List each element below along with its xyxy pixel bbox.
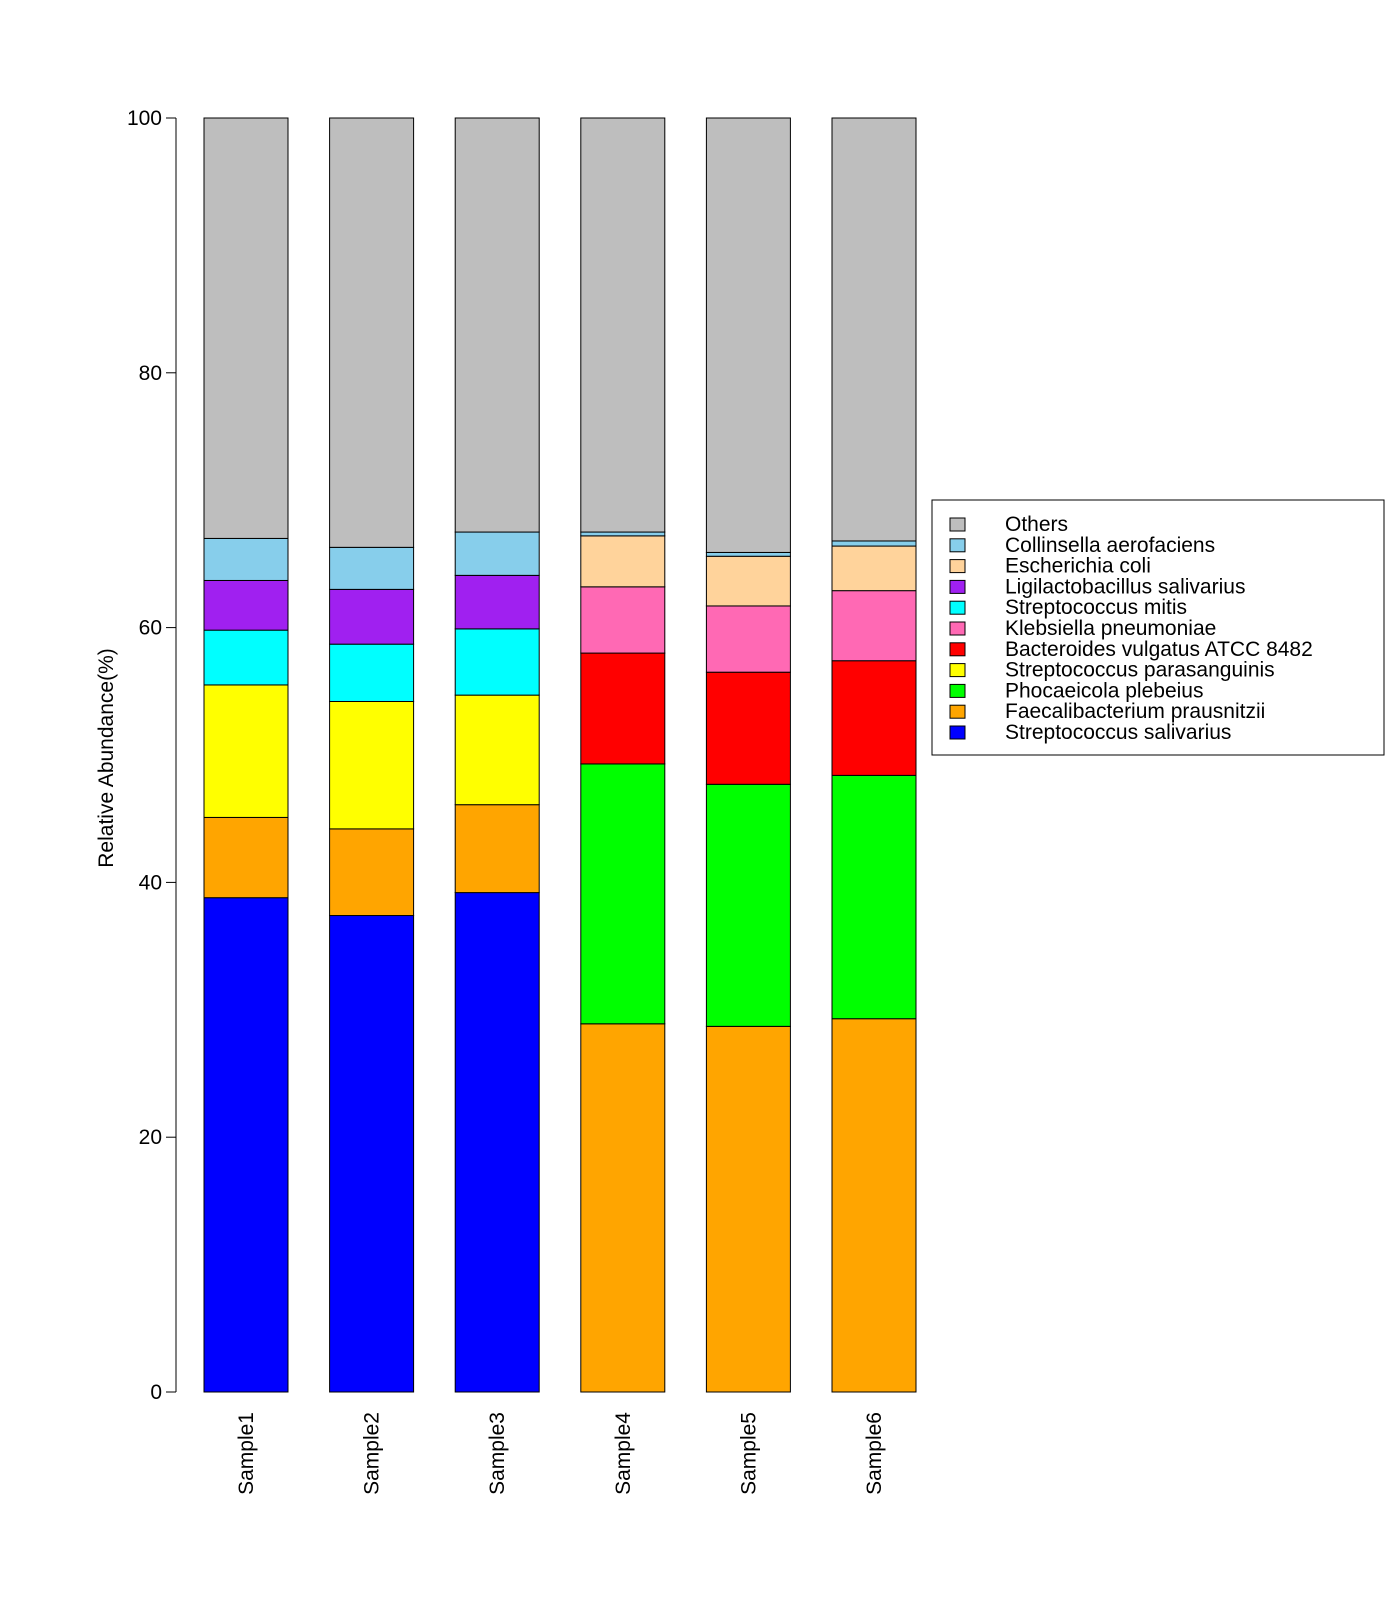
bar-segment-faecalibacterium-prausnitzii <box>454 804 540 894</box>
legend-label-streptococcus-mitis: Streptococcus mitis <box>1005 596 1187 619</box>
bar-stack-sample4 <box>580 117 666 1393</box>
bar-segment-faecalibacterium-prausnitzii <box>705 1025 791 1393</box>
y-tick-label: 20 <box>139 1126 162 1149</box>
y-tick-label: 80 <box>139 362 162 385</box>
legend-label-faecalibacterium-prausnitzii: Faecalibacterium prausnitzii <box>1005 700 1265 723</box>
bar-segment-escherichia-coli <box>705 555 791 607</box>
legend-label-ligilactobacillus-salivarius: Ligilactobacillus salivarius <box>1005 575 1245 598</box>
legend-swatch-others <box>949 517 966 532</box>
legend-label-phocaeicola-plebeius: Phocaeicola plebeius <box>1005 679 1203 702</box>
legend-label-klebsiella-pneumoniae: Klebsiella pneumoniae <box>1005 617 1216 640</box>
y-tick-label: 100 <box>127 107 162 130</box>
bar-segment-others <box>454 117 540 533</box>
category-label-sample1: Sample1 <box>235 1412 258 1495</box>
bar-segment-collinsella-aerofaciens <box>831 540 917 547</box>
bar-segment-streptococcus-mitis <box>454 628 540 696</box>
bar-segment-streptococcus-salivarius <box>454 892 540 1393</box>
bar-segment-collinsella-aerofaciens <box>203 537 289 581</box>
bar-segment-faecalibacterium-prausnitzii <box>580 1023 666 1393</box>
bar-segment-collinsella-aerofaciens <box>454 531 540 576</box>
y-axis-title: Relative Abundance(%) <box>95 648 118 867</box>
bar-segment-streptococcus-mitis <box>329 643 415 702</box>
bars <box>203 117 917 1393</box>
legend-box <box>931 499 1385 756</box>
legend-swatch-phocaeicola-plebeius <box>949 683 966 698</box>
bar-segment-ligilactobacillus-salivarius <box>203 579 289 631</box>
bar-segment-others <box>329 117 415 548</box>
bar-segment-phocaeicola-plebeius <box>705 783 791 1027</box>
legend-label-others: Others <box>1005 513 1068 536</box>
bar-segment-ligilactobacillus-salivarius <box>329 588 415 645</box>
bar-segment-klebsiella-pneumoniae <box>705 605 791 673</box>
bar-segment-ligilactobacillus-salivarius <box>454 574 540 630</box>
bar-segment-others <box>580 117 666 533</box>
bar-segment-collinsella-aerofaciens <box>329 546 415 590</box>
legend-label-collinsella-aerofaciens: Collinsella aerofaciens <box>1005 534 1215 557</box>
bar-segment-faecalibacterium-prausnitzii <box>329 828 415 917</box>
category-label-sample6: Sample6 <box>863 1412 886 1495</box>
bar-stack-sample5 <box>705 117 791 1393</box>
bar-stack-sample6 <box>831 117 917 1393</box>
y-tick-label: 40 <box>139 871 162 894</box>
legend-swatch-streptococcus-parasanguinis <box>949 663 966 678</box>
y-tick-label: 60 <box>139 617 162 640</box>
bar-segment-streptococcus-parasanguinis <box>203 684 289 818</box>
bar-stack-sample3 <box>454 117 540 1393</box>
bar-segment-klebsiella-pneumoniae <box>580 586 666 654</box>
bar-segment-bacteroides-vulgatus-atcc-8482 <box>831 660 917 776</box>
legend-label-escherichia-coli: Escherichia coli <box>1005 555 1151 578</box>
legend-swatch-streptococcus-mitis <box>949 600 966 615</box>
legend-swatch-klebsiella-pneumoniae <box>949 621 966 636</box>
category-label-sample5: Sample5 <box>737 1412 760 1495</box>
bar-stack-sample1 <box>203 117 289 1393</box>
bar-segment-others <box>203 117 289 539</box>
category-labels: Sample1 Sample2 Sample3 Sample4 Sample5 Sampl… <box>235 1412 886 1495</box>
bar-segment-escherichia-coli <box>831 545 917 592</box>
legend-label-bacteroides-vulgatus-atcc-8482: Bacteroides vulgatus ATCC 8482 <box>1005 638 1313 661</box>
legend-swatch-faecalibacterium-prausnitzii <box>949 704 966 719</box>
legend-swatch-ligilactobacillus-salivarius <box>949 579 966 594</box>
category-label-sample4: Sample4 <box>612 1412 635 1495</box>
bar-segment-bacteroides-vulgatus-atcc-8482 <box>580 652 666 765</box>
bar-segment-collinsella-aerofaciens <box>705 551 791 557</box>
y-axis: 0 20 40 60 80 100 <box>127 107 177 1404</box>
bar-segment-streptococcus-mitis <box>203 629 289 686</box>
bar-stack-sample2 <box>329 117 415 1393</box>
category-label-sample3: Sample3 <box>486 1412 509 1495</box>
bar-segment-collinsella-aerofaciens <box>580 531 666 537</box>
category-label-sample2: Sample2 <box>361 1412 384 1495</box>
y-tick-label: 0 <box>150 1381 162 1404</box>
bar-segment-phocaeicola-plebeius <box>580 763 666 1025</box>
bar-segment-escherichia-coli <box>580 535 666 588</box>
bar-segment-bacteroides-vulgatus-atcc-8482 <box>705 671 791 785</box>
bar-segment-others <box>705 117 791 553</box>
bar-segment-streptococcus-parasanguinis <box>329 700 415 830</box>
bar-segment-streptococcus-salivarius <box>329 915 415 1393</box>
legend-label-streptococcus-salivarius: Streptococcus salivarius <box>1005 721 1231 744</box>
bar-segment-phocaeicola-plebeius <box>831 774 917 1020</box>
legend-swatch-streptococcus-salivarius <box>949 725 966 740</box>
bar-segment-klebsiella-pneumoniae <box>831 590 917 662</box>
bar-segment-others <box>831 117 917 542</box>
bar-segment-streptococcus-salivarius <box>203 897 289 1393</box>
bar-segment-streptococcus-parasanguinis <box>454 694 540 806</box>
legend-swatch-collinsella-aerofaciens <box>949 538 966 553</box>
legend-swatch-escherichia-coli <box>949 559 966 574</box>
bar-segment-faecalibacterium-prausnitzii <box>831 1018 917 1393</box>
legend-swatch-bacteroides-vulgatus-atcc-8482 <box>949 642 966 657</box>
bar-segment-faecalibacterium-prausnitzii <box>203 816 289 899</box>
legend-label-streptococcus-parasanguinis: Streptococcus parasanguinis <box>1005 659 1275 682</box>
